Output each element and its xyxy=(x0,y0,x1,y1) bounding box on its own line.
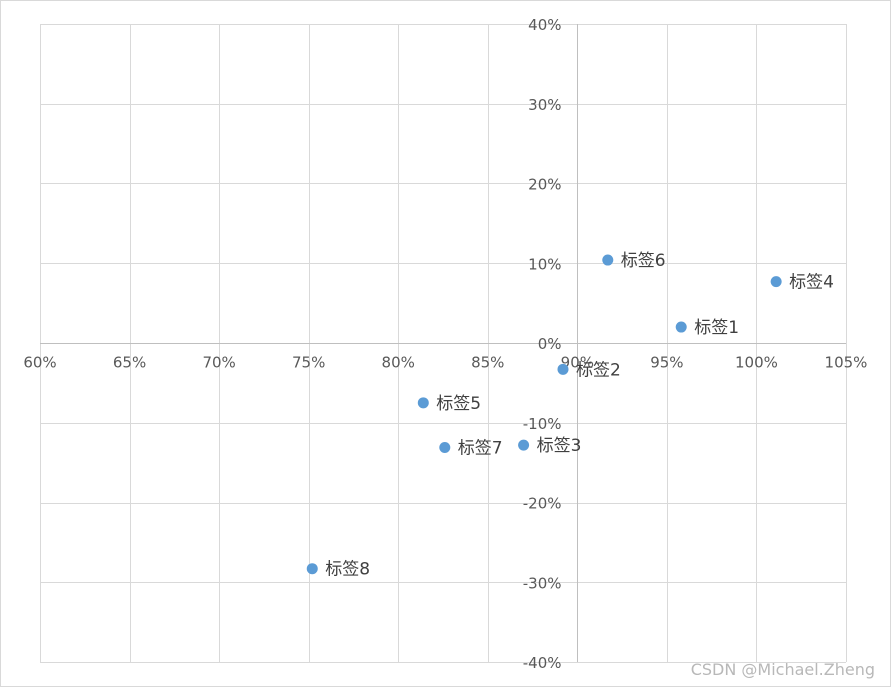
tick-labels: 60% 65% 70% 75% 80% 85% 90% 95% 100% 105% 40% 30% 20… xyxy=(23,16,867,672)
y-tick-label: 0% xyxy=(538,335,562,353)
data-points xyxy=(306,254,782,575)
y-tick-label: -30% xyxy=(523,574,562,592)
data-label: 标签7 xyxy=(458,438,503,458)
x-tick-label: 100% xyxy=(735,354,778,372)
x-tick-label: 75% xyxy=(292,354,325,372)
data-label: 标签4 xyxy=(789,273,834,293)
data-point xyxy=(602,254,614,266)
x-tick-label: 80% xyxy=(382,354,415,372)
x-tick-label: 70% xyxy=(202,354,235,372)
x-tick-label: 60% xyxy=(23,354,56,372)
y-tick-label: -20% xyxy=(523,495,562,513)
watermark: CSDN @Michael.Zheng xyxy=(690,660,875,679)
data-point xyxy=(770,276,782,288)
y-tick-label: 10% xyxy=(528,255,561,273)
x-tick-label: 65% xyxy=(113,354,146,372)
data-labels: 标签1 标签2 标签3 标签4 标签5 标签6 标签7 标签8 xyxy=(325,251,834,580)
data-label: 标签5 xyxy=(436,394,481,414)
axes xyxy=(40,24,846,662)
x-tick-label: 90% xyxy=(561,354,594,372)
data-point xyxy=(557,363,569,375)
data-point xyxy=(417,397,429,409)
y-tick-label: 30% xyxy=(528,96,561,114)
data-point xyxy=(439,441,451,453)
y-tick-label: 40% xyxy=(528,16,561,34)
x-tick-label: 85% xyxy=(471,354,504,372)
data-label: 标签2 xyxy=(576,360,621,380)
data-label: 标签6 xyxy=(621,251,666,271)
data-point xyxy=(518,439,530,451)
data-point xyxy=(675,321,687,333)
y-tick-label: -40% xyxy=(523,654,562,672)
x-tick-label: 95% xyxy=(650,354,683,372)
data-label: 标签3 xyxy=(537,436,582,456)
y-tick-label: 20% xyxy=(528,176,561,194)
data-label: 标签1 xyxy=(694,318,739,338)
data-point xyxy=(306,563,318,575)
data-label: 标签8 xyxy=(325,560,370,580)
y-tick-label: -10% xyxy=(523,415,562,433)
x-tick-label: 105% xyxy=(825,354,868,372)
